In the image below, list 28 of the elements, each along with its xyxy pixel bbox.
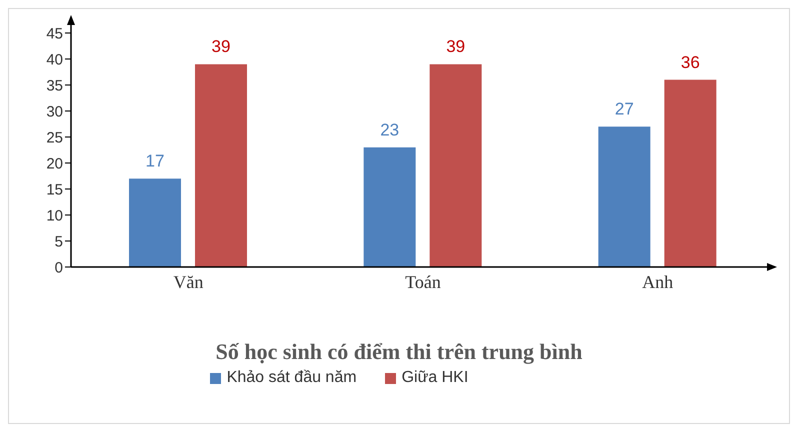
y-tick-label: 45 (46, 25, 63, 42)
bar (664, 80, 716, 267)
bar (364, 147, 416, 267)
y-tick-label: 20 (46, 155, 63, 172)
y-tick-label: 35 (46, 77, 63, 94)
data-label: 23 (380, 120, 400, 140)
y-tick-label: 5 (54, 233, 63, 250)
bar (195, 64, 247, 267)
bar (598, 126, 650, 267)
legend-label: Giữa HKI (400, 369, 468, 387)
bar (129, 178, 181, 267)
legend-label: Khảo sát đầu năm (226, 369, 357, 387)
y-tick-label: 15 (46, 181, 63, 198)
x-tick-label: Văn (173, 272, 204, 292)
y-tick-label: 30 (46, 103, 63, 120)
y-tick-label: 10 (46, 207, 63, 224)
data-label: 17 (146, 152, 164, 171)
y-tick-label: 25 (46, 129, 63, 146)
x-tick-label: Toán (405, 272, 441, 292)
data-label: 36 (680, 52, 700, 72)
x-tick-label: Anh (642, 272, 674, 292)
text: Số học sinh có điểm thi trên trung bình (214, 339, 584, 365)
data-label: 39 (212, 37, 230, 56)
y-tick-label: 0 (54, 259, 63, 276)
data-label: 39 (446, 37, 466, 56)
bar (430, 64, 482, 267)
y-tick-label: 40 (46, 51, 63, 68)
data-label: 27 (614, 100, 634, 119)
